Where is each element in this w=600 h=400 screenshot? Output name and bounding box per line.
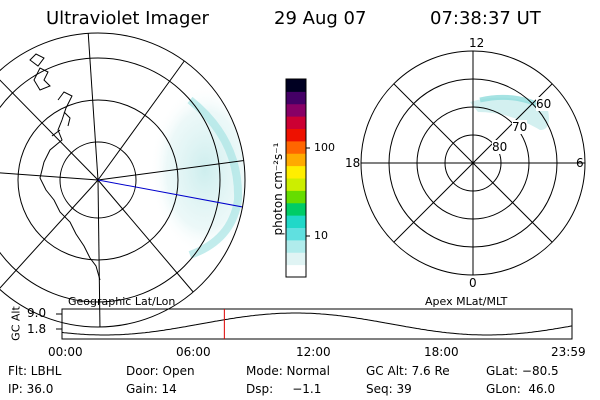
xtick-0000: 00:00 bbox=[48, 345, 83, 359]
footer-gc-alt: GC Alt: 7.6 Re bbox=[366, 364, 450, 378]
mlat-label-70: 70 bbox=[512, 120, 528, 134]
colorbar-tick-10: 10 bbox=[314, 229, 328, 242]
colorbar-segment bbox=[286, 264, 306, 278]
mlat-label-80: 80 bbox=[492, 140, 508, 154]
xtick-1800: 18:00 bbox=[424, 345, 459, 359]
colorbar-segment bbox=[286, 140, 306, 154]
colorbar-segment bbox=[286, 128, 306, 142]
ytick-9: 9.0 bbox=[27, 306, 47, 320]
mlt-label-18: 18 bbox=[345, 156, 361, 170]
xtick-2359: 23:59 bbox=[551, 345, 586, 359]
mlt-label-0: 0 bbox=[469, 276, 477, 290]
xtick-1200: 12:00 bbox=[296, 345, 331, 359]
colorbar-segment bbox=[286, 153, 306, 167]
colorbar-segment bbox=[286, 239, 306, 253]
magnetic-caption: Apex MLat/MLT bbox=[425, 295, 508, 308]
footer-filter: Flt: LBHL bbox=[8, 364, 62, 378]
aurora-oval-geo bbox=[187, 96, 243, 259]
time-label: 07:38:37 UT bbox=[430, 8, 541, 29]
colorbar-segment bbox=[286, 178, 306, 191]
footer-door: Door: Open bbox=[126, 364, 195, 378]
mlt-label-6: 6 bbox=[576, 156, 584, 170]
colorbar-segment bbox=[286, 227, 306, 241]
colorbar-segment bbox=[286, 165, 306, 179]
y-axis-label: GC Alt bbox=[9, 306, 23, 341]
footer-glat: GLat: −80.5 bbox=[486, 364, 559, 378]
colorbar-segment bbox=[286, 252, 306, 266]
date-label: 29 Aug 07 bbox=[274, 8, 367, 29]
mlat-label-60: 60 bbox=[536, 97, 552, 111]
colorbar-segment bbox=[286, 202, 306, 216]
colorbar-segment bbox=[286, 91, 306, 105]
ytick-1-8: 1.8 bbox=[27, 322, 47, 336]
footer-glon: GLon: 46.0 bbox=[486, 382, 556, 396]
instrument-title: Ultraviolet Imager bbox=[46, 8, 209, 29]
colorbar-segment bbox=[286, 190, 306, 204]
noon-meridian-line bbox=[97, 179, 245, 209]
footer-dsp: Dsp: −1.1 bbox=[246, 382, 322, 396]
colorbar-segment bbox=[286, 79, 306, 92]
footer-gain: Gain: 14 bbox=[126, 382, 177, 396]
colorbar-segment bbox=[286, 116, 306, 129]
aurora-oval-mag bbox=[470, 97, 549, 130]
footer-seq: Seq: 39 bbox=[366, 382, 412, 396]
geographic-caption: Geographic Lat/Lon bbox=[68, 295, 176, 308]
colorbar-tick-100: 100 bbox=[314, 141, 335, 154]
xtick-0600: 06:00 bbox=[176, 345, 211, 359]
footer-mode: Mode: Normal bbox=[246, 364, 330, 378]
colorbar-segment bbox=[286, 103, 306, 117]
footer-ip: IP: 36.0 bbox=[8, 382, 54, 396]
coastline bbox=[33, 67, 101, 281]
colorbar-segment bbox=[286, 215, 306, 228]
altitude-curve bbox=[61, 312, 573, 336]
mlt-label-12: 12 bbox=[468, 36, 486, 50]
